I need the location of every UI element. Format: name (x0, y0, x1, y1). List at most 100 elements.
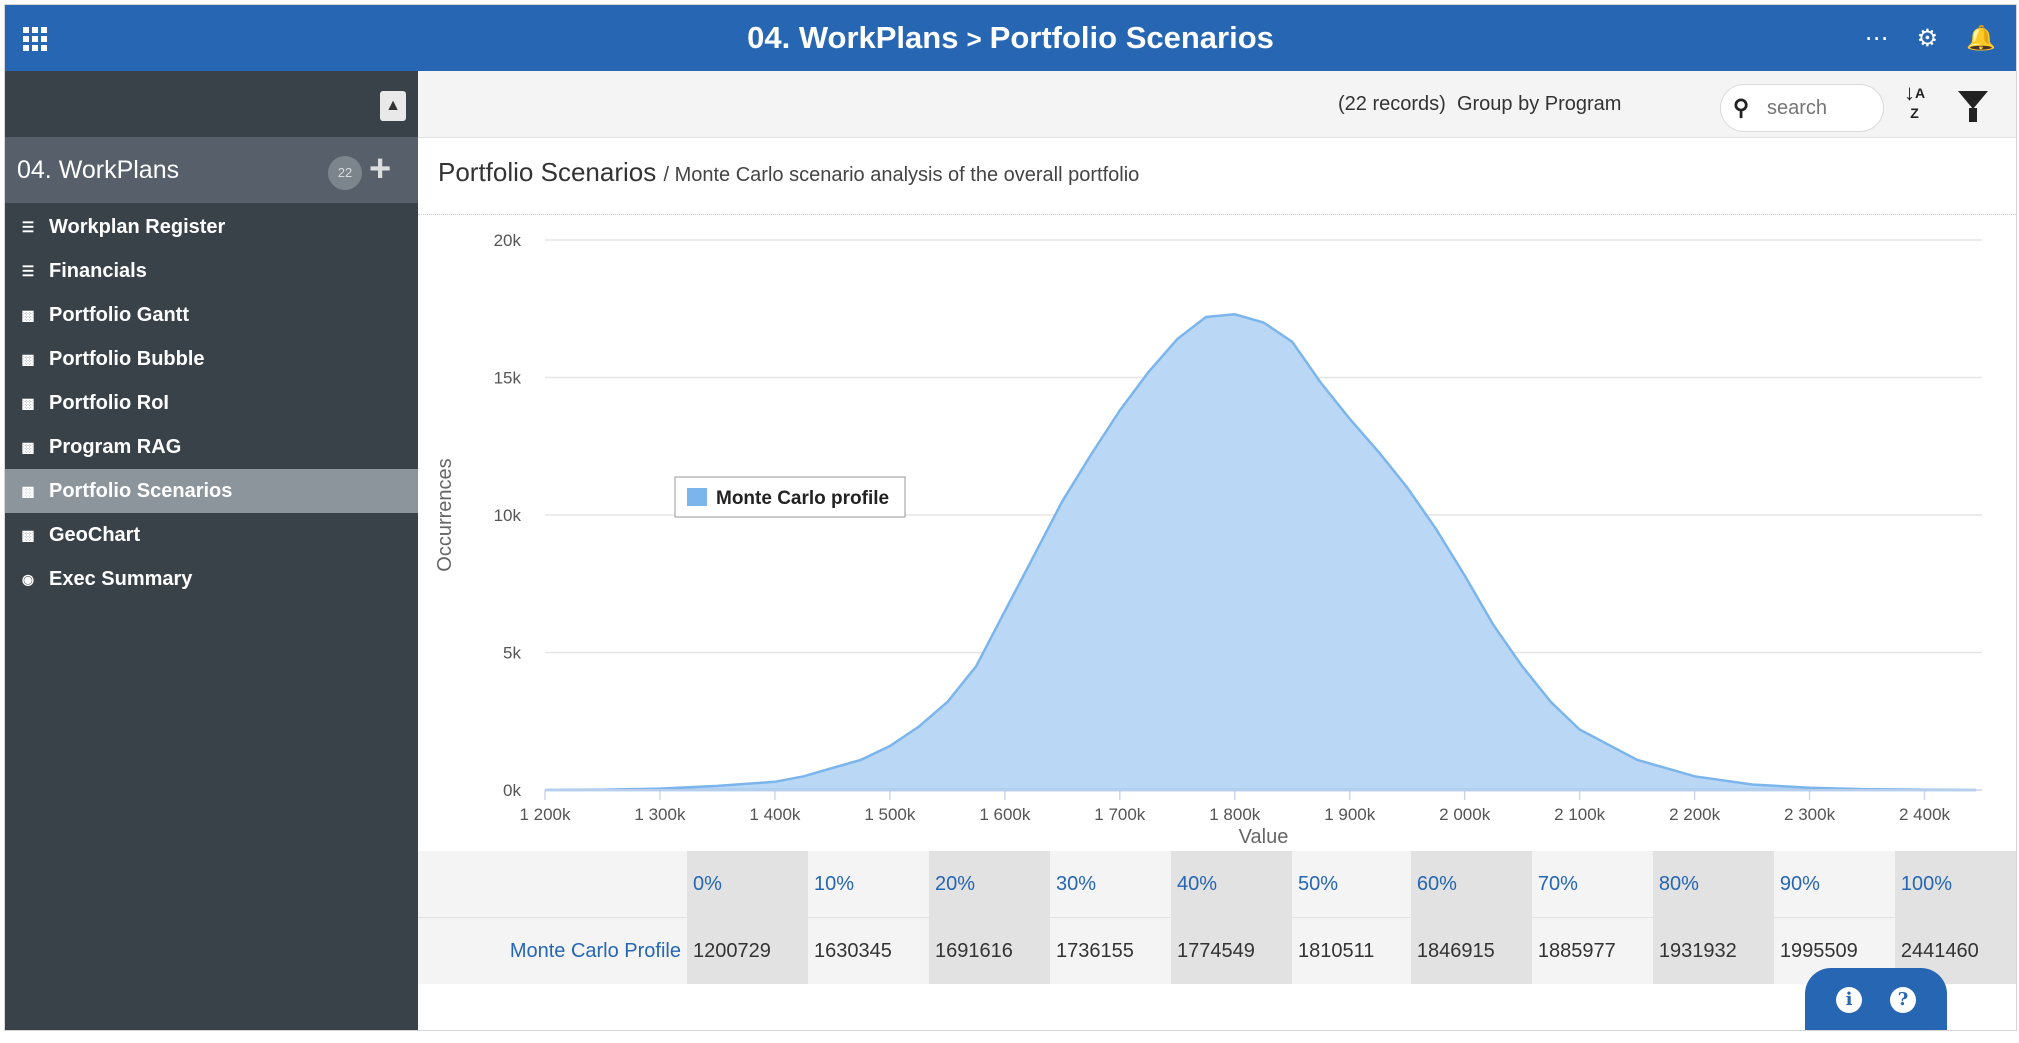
list-icon: ☰ (21, 219, 35, 235)
x-axis-ticks: 1 200k 1 300k 1 400k 1 500k 1 600k 1 700k 1 80… (519, 790, 1951, 824)
filter-icon[interactable] (1958, 91, 1988, 122)
legend-swatch (687, 488, 707, 506)
percentile-header[interactable]: 90% (1773, 851, 1895, 918)
top-actions: ⋯ ⚙ 🔔 (1865, 5, 1996, 71)
search-icon: ⚲ (1733, 95, 1750, 120)
content-heading: Portfolio Scenarios / Monte Carlo scenar… (438, 157, 1139, 188)
sidebar-item-label: Portfolio Scenarios (49, 480, 233, 502)
x-tick-label: 1 600k (979, 805, 1031, 824)
sidebar-item-label: Program RAG (49, 436, 182, 458)
y-axis-ticks: 0k 5k 10k 15k 20k (494, 231, 522, 800)
help-tab: i ? (1805, 968, 1947, 1030)
x-tick-label: 2 000k (1439, 805, 1491, 824)
bar-chart-icon: ▩ (21, 307, 35, 323)
bell-icon[interactable]: 🔔 (1966, 24, 1996, 52)
workspace-header: 04. WorkPlans 22 + (5, 137, 418, 203)
x-tick-label: 2 300k (1784, 805, 1836, 824)
bar-chart-icon: ▩ (21, 395, 35, 411)
y-tick-label: 5k (503, 644, 521, 663)
sidebar-item-portfolio-scenarios[interactable]: ▩ Portfolio Scenarios (5, 469, 418, 513)
percentile-header[interactable]: 10% (808, 851, 929, 918)
group-by-selector[interactable]: Group by Program (1456, 93, 1622, 115)
top-bar: 04. WorkPlans > Portfolio Scenarios ⋯ ⚙ 🔔 (5, 5, 2016, 71)
percentile-value: 1846915 (1410, 917, 1532, 984)
x-tick-label: 1 900k (1324, 805, 1376, 824)
percentile-header[interactable]: 0% (687, 851, 808, 918)
percentile-value: 1691616 (929, 917, 1050, 984)
breadcrumb-separator: > (966, 24, 982, 54)
sidebar-item-label: Portfolio Bubble (49, 348, 205, 370)
info-icon[interactable]: i (1836, 987, 1862, 1013)
search-input[interactable] (1765, 95, 1877, 121)
sidebar-item-program-rag[interactable]: ▩ Program RAG (5, 425, 418, 469)
percentile-header[interactable]: 70% (1531, 851, 1653, 918)
percentile-header[interactable]: 100% (1894, 851, 2016, 918)
sidebar-item-label: Portfolio RoI (49, 392, 169, 414)
percentile-header[interactable]: 50% (1292, 851, 1411, 918)
breadcrumb-workspace[interactable]: 04. WorkPlans (747, 20, 959, 55)
breadcrumb-page: Portfolio Scenarios (989, 20, 1274, 55)
monte-carlo-area[interactable] (544, 313, 1977, 792)
sidebar-item-portfolio-roi[interactable]: ▩ Portfolio RoI (5, 381, 418, 425)
gear-icon[interactable]: ⚙ (1916, 24, 1939, 52)
x-tick-label: 2 400k (1899, 805, 1951, 824)
sidebar-item-financials[interactable]: ☰ Financials (5, 249, 418, 293)
add-icon[interactable]: + (369, 148, 392, 190)
percentile-header[interactable]: 40% (1171, 851, 1292, 918)
content-subtitle: / Monte Carlo scenario analysis of the o… (663, 164, 1140, 186)
question-icon[interactable]: ? (1890, 987, 1916, 1013)
sidebar-item-portfolio-bubble[interactable]: ▩ Portfolio Bubble (5, 337, 418, 381)
record-count: (22 records) (1338, 93, 1446, 115)
row-label[interactable]: Monte Carlo Profile (418, 917, 687, 984)
table-corner (418, 851, 687, 918)
sidebar-item-label: Financials (49, 260, 147, 282)
legend-label: Monte Carlo profile (716, 488, 889, 509)
x-tick-label: 1 200k (519, 805, 571, 824)
y-tick-label: 10k (494, 506, 522, 525)
sidebar-item-exec-summary[interactable]: ◉ Exec Summary (5, 557, 418, 601)
workspace-title[interactable]: 04. WorkPlans (17, 156, 180, 184)
y-tick-label: 15k (494, 369, 522, 388)
y-axis-label: Occurrences (434, 458, 456, 571)
sort-az-icon[interactable]: ↓A Z (1904, 80, 1926, 122)
percentile-header[interactable]: 60% (1410, 851, 1532, 918)
percentile-value: 1810511 (1292, 917, 1411, 984)
pin-icon[interactable]: ▲ (380, 91, 406, 121)
list-icon: ☰ (21, 263, 35, 279)
percentile-header[interactable]: 80% (1652, 851, 1774, 918)
apps-grid-icon[interactable] (23, 27, 47, 51)
x-tick-label: 2 100k (1554, 805, 1606, 824)
sidebar: ▲ 04. WorkPlans 22 + ☰ Workplan Register … (5, 71, 418, 1030)
sidebar-item-portfolio-gantt[interactable]: ▩ Portfolio Gantt (5, 293, 418, 337)
toolbar: (22 records) Group by Program ⚲ ↓AZ (418, 71, 2016, 138)
x-tick-label: 1 700k (1094, 805, 1146, 824)
sidebar-item-label: Exec Summary (49, 568, 193, 590)
search-box[interactable]: ⚲ (1720, 84, 1884, 132)
x-tick-label: 2 200k (1669, 805, 1721, 824)
percentile-header[interactable]: 20% (929, 851, 1050, 918)
heading-divider (418, 214, 2016, 215)
percentile-header[interactable]: 30% (1050, 851, 1171, 918)
x-tick-label: 1 300k (634, 805, 686, 824)
x-tick-label: 1 400k (749, 805, 801, 824)
bar-chart-icon: ▩ (21, 439, 35, 455)
bar-chart-icon: ▩ (21, 527, 35, 543)
percentile-value: 1200729 (687, 917, 808, 984)
sidebar-item-geochart[interactable]: ▩ GeoChart (5, 513, 418, 557)
dashboard-icon: ◉ (21, 571, 35, 587)
ellipsis-icon[interactable]: ⋯ (1864, 24, 1889, 52)
toolbar-info: (22 records) Group by Program (1338, 71, 1621, 137)
percentile-value: 1630345 (808, 917, 929, 984)
percentile-value: 1774549 (1171, 917, 1292, 984)
percentile-value-row: Monte Carlo Profile 1200729 1630345 1691… (418, 917, 2016, 984)
x-tick-label: 1 800k (1209, 805, 1261, 824)
bar-chart-icon: ▩ (21, 351, 35, 367)
app-window: 04. WorkPlans > Portfolio Scenarios ⋯ ⚙ 🔔 … (4, 4, 2017, 1031)
sidebar-menu: ☰ Workplan Register ☰ Financials ▩ Portfoli… (5, 205, 418, 601)
sidebar-item-label: Portfolio Gantt (49, 304, 189, 326)
percentile-value: 1736155 (1050, 917, 1171, 984)
sidebar-item-workplan-register[interactable]: ☰ Workplan Register (5, 205, 418, 249)
chart-legend[interactable]: Monte Carlo profile (674, 476, 906, 518)
page-title: 04. WorkPlans > Portfolio Scenarios (5, 5, 2016, 71)
